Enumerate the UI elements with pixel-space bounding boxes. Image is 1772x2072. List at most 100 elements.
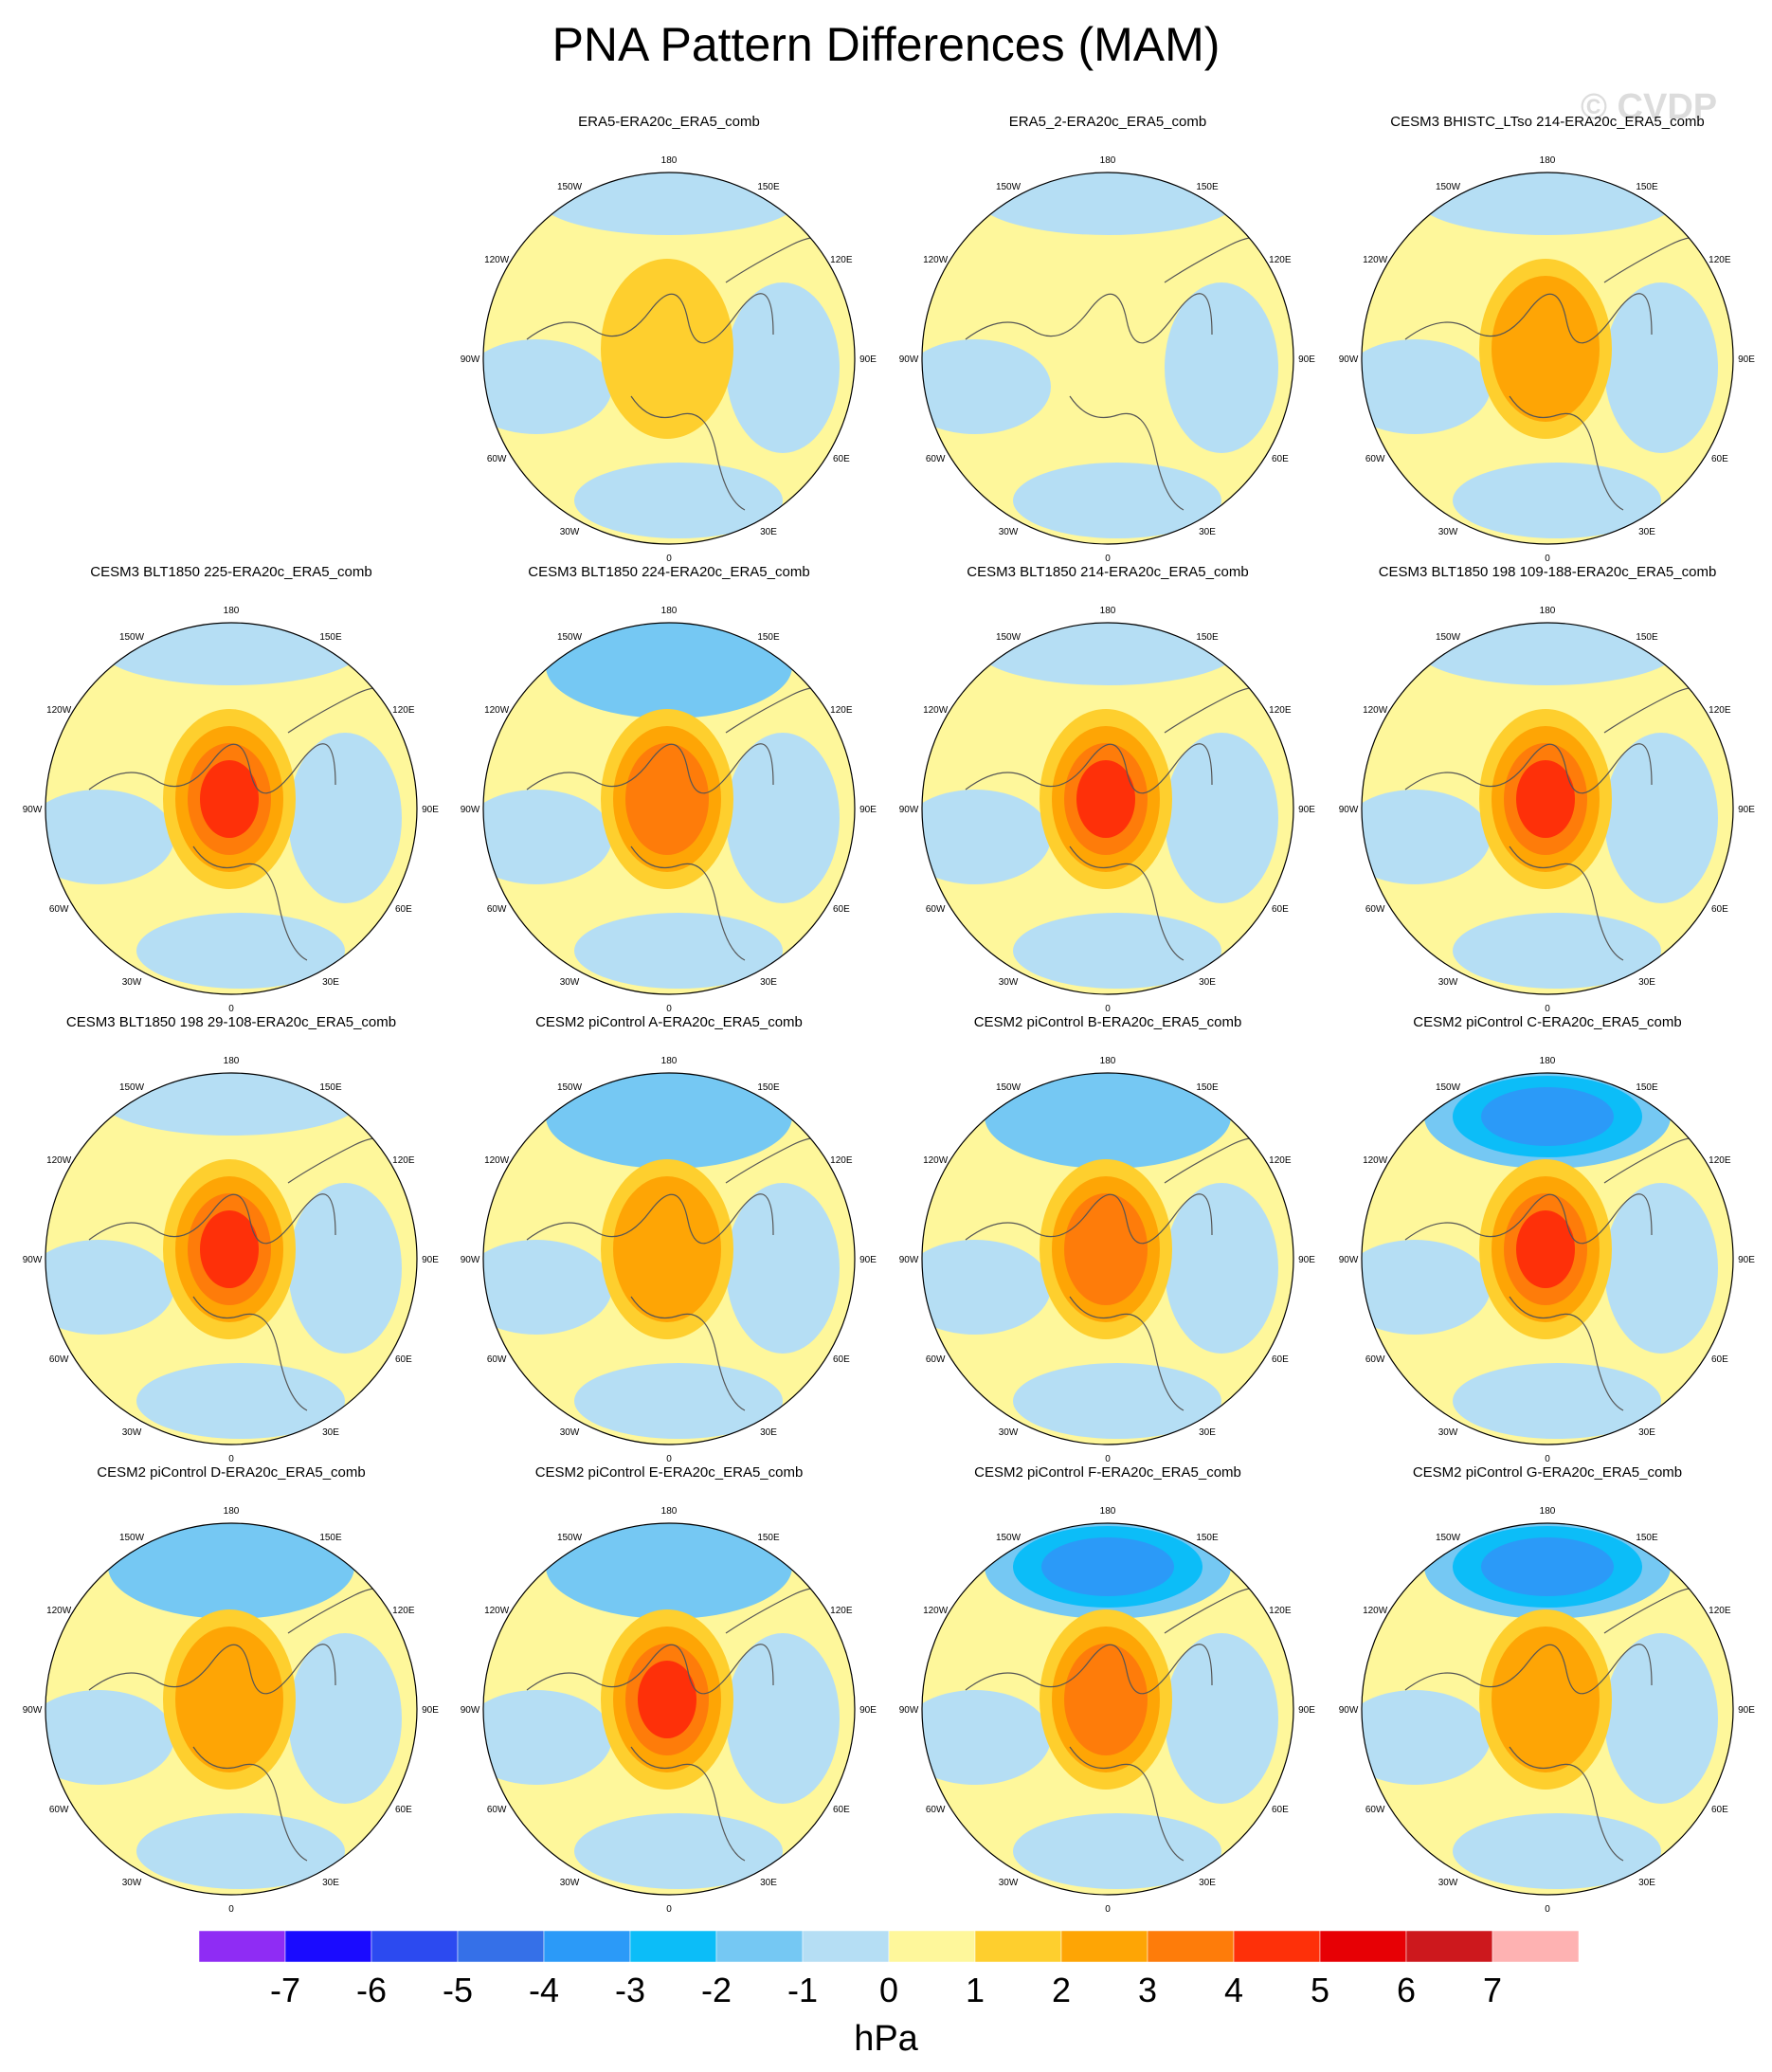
longitude-label: 90W <box>461 354 480 365</box>
longitude-label: 120E <box>830 705 853 716</box>
polar-map: 180 150E 120E 90E 60E 30E 0 30W 60W 90W 120W 150W <box>23 606 440 1014</box>
longitude-label: 90E <box>1298 1255 1315 1265</box>
longitude-label: 120E <box>1709 255 1731 265</box>
longitude-label: 30E <box>322 1878 339 1888</box>
longitude-label: 0 <box>228 1904 234 1915</box>
longitude-label: 60W <box>926 1354 946 1365</box>
longitude-label: 150E <box>1196 182 1219 192</box>
longitude-label: 90E <box>859 354 877 365</box>
polar-map: 180 150E 120E 90E 60E 30E 0 30W 60W 90W 120W 150W <box>461 155 877 564</box>
longitude-label: 150E <box>1636 1082 1658 1093</box>
map-panel: CESM3 BLT1850 198 29-108-ERA20c_ERA5_com… <box>12 1014 450 1464</box>
longitude-label: 120E <box>1269 1606 1292 1616</box>
longitude-label: 60E <box>1711 1354 1728 1365</box>
longitude-label: 90E <box>1298 1705 1315 1716</box>
colorbar-swatch <box>1060 1930 1148 1963</box>
negative-anomaly-region <box>1362 339 1491 434</box>
longitude-label: 60E <box>1711 454 1728 464</box>
longitude-label: 150E <box>319 1533 342 1543</box>
longitude-label: 150W <box>557 1533 583 1543</box>
arctic-anomaly-contour <box>200 1210 259 1288</box>
arctic-anomaly-contour <box>638 1661 696 1738</box>
negative-anomaly-region <box>45 1240 174 1335</box>
colorbar-tick-label: -4 <box>529 1971 559 2009</box>
longitude-label: 60W <box>1365 454 1385 464</box>
longitude-label: 120W <box>46 1155 72 1166</box>
longitude-label: 90E <box>1738 805 1755 815</box>
colorbar-tick-label: 4 <box>1224 1971 1243 2009</box>
longitude-label: 120W <box>923 255 949 265</box>
longitude-label: 90E <box>1298 354 1315 365</box>
colorbar-swatch <box>543 1930 631 1963</box>
longitude-label: 0 <box>1105 1454 1111 1464</box>
longitude-label: 180 <box>1540 155 1556 166</box>
arctic-anomaly-contour <box>601 259 733 439</box>
longitude-label: 90W <box>1339 1255 1359 1265</box>
colorbar-tick-label: -2 <box>701 1971 732 2009</box>
map-boundary <box>482 1072 856 1445</box>
colorbar-swatch <box>974 1930 1062 1963</box>
negative-anomaly-region <box>1453 1813 1661 1889</box>
panel-title: CESM2 piControl E-ERA20c_ERA5_comb <box>534 1464 804 1481</box>
map-panel: CESM2 piControl B-ERA20c_ERA5_comb 180 150… <box>889 1014 1327 1464</box>
colorbar-swatch <box>715 1930 804 1963</box>
longitude-label: 120W <box>484 1606 510 1616</box>
polar-map: 180 150E 120E 90E 60E 30E 0 30W 60W 90W 120W 150W <box>1339 1056 1756 1464</box>
map-boundary <box>1361 1522 1734 1896</box>
map-panel: CESM2 piControl D-ERA20c_ERA5_comb 180 150… <box>12 1464 450 1915</box>
longitude-label: 180 <box>224 1506 240 1517</box>
longitude-label: 60W <box>1365 904 1385 915</box>
longitude-label: 30W <box>1438 1878 1458 1888</box>
longitude-label: 0 <box>666 1904 672 1915</box>
negative-anomaly-region <box>1453 463 1661 538</box>
longitude-label: 120E <box>392 705 415 716</box>
longitude-label: 60W <box>926 904 946 915</box>
colorbar-tick-label: -7 <box>270 1971 300 2009</box>
longitude-label: 120W <box>484 255 510 265</box>
longitude-label: 150W <box>1436 1082 1461 1093</box>
longitude-label: 150E <box>319 632 342 643</box>
longitude-label: 30W <box>999 977 1019 988</box>
polar-map: 180 150E 120E 90E 60E 30E 0 30W 60W 90W 120W 150W <box>461 606 877 1014</box>
colorbar-tick-label: -3 <box>615 1971 645 2009</box>
polar-map: 180 150E 120E 90E 60E 30E 0 30W 60W 90W 120W 150W <box>899 155 1316 564</box>
colorbar-swatch <box>284 1930 372 1963</box>
longitude-label: 120W <box>1363 255 1388 265</box>
panel-title: ERA5-ERA20c_ERA5_comb <box>578 114 760 130</box>
longitude-label: 120E <box>830 1155 853 1166</box>
negative-anomaly-region <box>483 1240 612 1335</box>
negative-anomaly-region <box>136 913 345 989</box>
pacific-anomaly-contour <box>546 1523 792 1619</box>
colorbar-swatch <box>371 1930 459 1963</box>
longitude-label: 150E <box>757 632 780 643</box>
map-panel: CESM3 BLT1850 214-ERA20c_ERA5_comb 180 150… <box>889 564 1327 1014</box>
negative-anomaly-region <box>1165 733 1278 903</box>
longitude-label: 120W <box>1363 1606 1388 1616</box>
longitude-label: 60W <box>1365 1354 1385 1365</box>
negative-anomaly-region <box>1604 1183 1718 1354</box>
colorbar-swatch <box>457 1930 545 1963</box>
panel-title: ERA5_2-ERA20c_ERA5_comb <box>1008 114 1207 130</box>
longitude-label: 0 <box>1545 554 1550 564</box>
negative-anomaly-region <box>136 1363 345 1439</box>
longitude-label: 120E <box>830 255 853 265</box>
longitude-label: 120W <box>46 705 72 716</box>
map-boundary <box>921 172 1294 545</box>
polar-map: 180 150E 120E 90E 60E 30E 0 30W 60W 90W 120W 150W <box>899 606 1316 1014</box>
negative-anomaly-region <box>1362 1240 1491 1335</box>
longitude-label: 30W <box>999 527 1019 537</box>
longitude-label: 120W <box>1363 705 1388 716</box>
colorbar-swatch <box>1405 1930 1493 1963</box>
colorbar-swatch <box>888 1930 976 1963</box>
longitude-label: 60E <box>1711 1805 1728 1815</box>
map-boundary <box>1361 172 1734 545</box>
negative-anomaly-region <box>45 1690 174 1785</box>
arctic-anomaly-contour <box>1492 276 1600 422</box>
negative-anomaly-region <box>574 463 783 538</box>
longitude-label: 150E <box>1636 632 1658 643</box>
longitude-label: 90E <box>422 1255 439 1265</box>
pacific-anomaly-contour <box>1041 1537 1174 1596</box>
longitude-label: 30E <box>760 527 777 537</box>
colorbar-swatch <box>1319 1930 1407 1963</box>
map-panel: ERA5-ERA20c_ERA5_comb 180 150E 120E 90E 60E 30… <box>450 114 888 564</box>
